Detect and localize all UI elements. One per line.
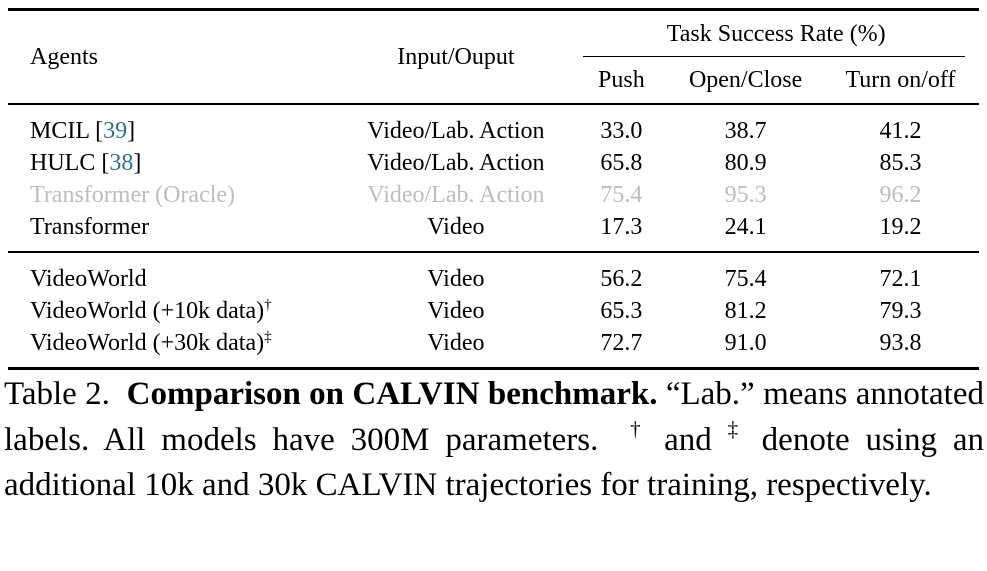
table-row-oracle: Transformer (Oracle) Video/Lab. Action 7… <box>8 179 979 211</box>
push-value: 65.3 <box>600 298 643 324</box>
turn-on-off-value: 19.2 <box>879 214 922 240</box>
open-close-value: 91.0 <box>724 330 767 356</box>
open-close-value: 24.1 <box>724 214 767 240</box>
push-value: 75.4 <box>600 182 643 208</box>
turn-on-off-value: 41.2 <box>879 118 922 144</box>
agent-name: Transformer (Oracle) <box>30 182 236 208</box>
table-row: MCIL [39] Video/Lab. Action 33.0 38.7 41… <box>8 104 979 147</box>
results-table-wrapper: Agents Input/Ouput Task Success Rate (%)… <box>8 8 979 370</box>
push-value: 65.8 <box>600 150 643 176</box>
caption-dagger: † <box>630 416 649 441</box>
caption-text-1: “Lab.” means annotated labels. All model… <box>4 376 985 458</box>
header-agents: Agents <box>30 44 98 70</box>
header-input-output: Input/Ouput <box>397 44 515 70</box>
turn-on-off-value: 72.1 <box>879 266 922 292</box>
table-row: VideoWorld (+30k data)‡ Video 72.7 91.0 … <box>8 327 979 369</box>
header-task-success-rate: Task Success Rate (%) <box>573 10 979 57</box>
agent-name: VideoWorld (+10k data)† <box>30 297 272 324</box>
turn-on-off-value: 96.2 <box>879 182 922 208</box>
input-output-cell: Video/Lab. Action <box>367 118 545 144</box>
open-close-value: 75.4 <box>724 266 767 292</box>
input-output-cell: Video/Lab. Action <box>367 182 545 208</box>
input-output-cell: Video/Lab. Action <box>367 150 545 176</box>
table-row: HULC [38] Video/Lab. Action 65.8 80.9 85… <box>8 147 979 179</box>
calvin-results-table: Agents Input/Ouput Task Success Rate (%)… <box>8 8 979 370</box>
open-close-value: 80.9 <box>724 150 767 176</box>
agent-name: Transformer <box>30 214 150 240</box>
header-group-underline <box>583 56 965 57</box>
header-row-2: Push Open/Close Turn on/off <box>8 57 979 104</box>
caption-label: Table 2. <box>4 376 110 412</box>
table-caption: Table 2. Comparison on CALVIN benchmark.… <box>4 372 984 509</box>
header-turn-on-off: Turn on/off <box>845 67 956 93</box>
header-task-success-rate-label: Task Success Rate (%) <box>666 21 886 47</box>
agent-name: MCIL [39] <box>30 118 136 144</box>
input-output-cell: Video <box>427 298 485 324</box>
header-push: Push <box>598 67 645 93</box>
push-value: 33.0 <box>600 118 643 144</box>
push-value: 17.3 <box>600 214 643 240</box>
open-close-value: 81.2 <box>724 298 767 324</box>
open-close-value: 95.3 <box>724 182 767 208</box>
input-output-cell: Video <box>427 214 485 240</box>
turn-on-off-value: 85.3 <box>879 150 922 176</box>
citation-link[interactable]: 39 <box>103 118 128 144</box>
header-row-1: Agents Input/Ouput Task Success Rate (%) <box>8 9 979 69</box>
citation-link[interactable]: 38 <box>109 150 134 176</box>
agent-name: VideoWorld (+30k data)‡ <box>30 329 272 356</box>
caption-and: and <box>664 421 712 458</box>
push-value: 56.2 <box>600 266 643 292</box>
dagger-mark: † <box>264 297 272 313</box>
agent-name: VideoWorld <box>30 266 147 292</box>
table-row: Transformer Video 17.3 24.1 19.2 <box>8 211 979 252</box>
double-dagger-mark: ‡ <box>264 329 272 345</box>
table-row: VideoWorld (+10k data)† Video 65.3 81.2 … <box>8 295 979 327</box>
caption-title: Comparison on CALVIN benchmark. <box>126 376 658 412</box>
caption-double-dagger: ‡ <box>727 416 746 441</box>
input-output-cell: Video <box>427 266 485 292</box>
input-output-cell: Video <box>427 330 485 356</box>
agent-name: HULC [38] <box>30 150 142 176</box>
turn-on-off-value: 79.3 <box>879 298 922 324</box>
table-row: VideoWorld Video 56.2 75.4 72.1 <box>8 252 979 295</box>
caption-text-2: denote using an additional 10k and 30k C… <box>4 421 985 504</box>
header-open-close: Open/Close <box>688 67 803 93</box>
turn-on-off-value: 93.8 <box>879 330 922 356</box>
open-close-value: 38.7 <box>724 118 767 144</box>
push-value: 72.7 <box>600 330 643 356</box>
